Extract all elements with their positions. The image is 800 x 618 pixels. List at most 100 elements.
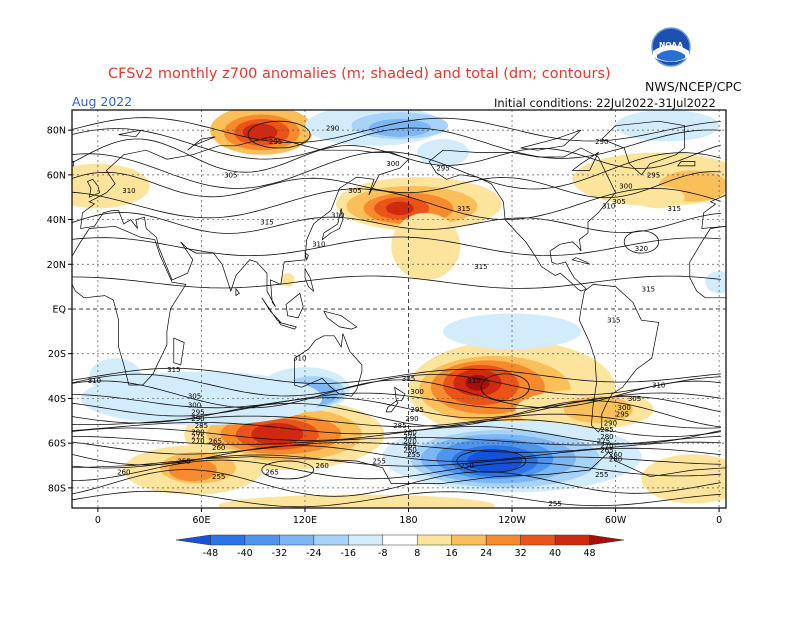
- contour-label: 260: [316, 462, 329, 470]
- colorbar-swatch: [348, 534, 384, 546]
- colorbar-swatch: [175, 534, 211, 546]
- anomaly-region: [705, 270, 726, 294]
- coastline: [701, 194, 726, 229]
- coastline: [72, 225, 187, 386]
- coastline: [394, 386, 406, 402]
- colorbar-label: -16: [341, 548, 357, 559]
- colorbar-swatch: [485, 534, 521, 546]
- colorbar-label: 48: [583, 548, 595, 559]
- contour-line: [72, 236, 721, 257]
- colorbar-swatch: [313, 534, 349, 546]
- anomaly-region: [641, 454, 726, 504]
- coastline: [520, 129, 582, 151]
- contour-label: 265: [404, 442, 417, 450]
- contour-label: 255: [548, 500, 561, 508]
- colorbar-swatch: [589, 534, 625, 546]
- coastline: [571, 257, 590, 265]
- coastline: [278, 321, 297, 330]
- lon-tick-label: 0: [95, 515, 101, 526]
- contour-label: 290: [604, 420, 617, 428]
- lon-tick-label: 0: [716, 515, 722, 526]
- contour-line: [72, 171, 721, 199]
- contour-label: 305: [188, 393, 201, 401]
- lat-tick-label: 80S: [48, 483, 66, 494]
- closed-contour: [480, 373, 530, 402]
- anomaly-region: [632, 186, 685, 209]
- colorbar-swatch: [520, 534, 556, 546]
- contour-label: 255: [407, 451, 420, 459]
- colorbar-swatch: [416, 534, 452, 546]
- contour-label: 300: [188, 402, 201, 410]
- contour-label: 280: [609, 455, 622, 463]
- anomaly-region: [391, 212, 461, 280]
- anomaly-region: [615, 110, 720, 142]
- contour-label: 255: [177, 458, 190, 466]
- contour-label: 315: [457, 205, 470, 213]
- coastline: [72, 451, 726, 508]
- coastline: [689, 225, 726, 299]
- contour-label: 315: [167, 366, 180, 374]
- contour-label: 260: [212, 444, 225, 452]
- lat-tick-label: 20S: [48, 349, 66, 360]
- contour-label: 310: [88, 377, 101, 385]
- anomaly-region: [465, 374, 490, 391]
- chart-title: CFSv2 monthly z700 anomalies (m; shaded)…: [108, 66, 611, 82]
- coastline: [72, 161, 75, 167]
- colorbar-label: 8: [414, 548, 420, 559]
- coastline: [187, 136, 216, 151]
- contour-label: 305: [612, 198, 625, 206]
- contour-label: 310: [293, 355, 306, 363]
- contour-label: 305: [402, 375, 415, 383]
- lon-tick-label: 120W: [498, 515, 526, 526]
- anomaly-region: [218, 494, 495, 508]
- contour-label: 275: [597, 437, 610, 445]
- contour-label: 265: [600, 446, 613, 454]
- contour-line: [72, 187, 721, 220]
- closed-contour: [261, 460, 314, 480]
- colorbar: -48 -40 -32 -24 -16 -8 8 16 24 32 40 48: [175, 534, 625, 559]
- contour-label: 285: [195, 422, 208, 430]
- anomaly-region: [417, 139, 469, 166]
- contour-label: 295: [616, 411, 629, 419]
- lon-tick-label: 60E: [192, 515, 210, 526]
- contour-label: 285: [393, 422, 406, 430]
- colorbar-swatch: [382, 534, 418, 546]
- lon-tick-label: 60W: [605, 515, 627, 526]
- contour-line: [72, 138, 721, 173]
- contour-line: [72, 441, 721, 455]
- coastline: [304, 252, 309, 261]
- contour-label: 275: [404, 433, 417, 441]
- coastline: [601, 120, 685, 176]
- colorbar-swatch: [554, 534, 590, 546]
- contour-line: [72, 413, 721, 429]
- anomaly-region: [386, 201, 414, 216]
- lat-tick-label: 40S: [48, 394, 66, 405]
- agency-label: NWS/NCEP/CPC: [645, 79, 742, 94]
- forecast-month: Aug 2022: [72, 94, 133, 109]
- coastline: [87, 178, 101, 198]
- contour-label: 310: [467, 377, 480, 385]
- lat-tick-label: 40N: [47, 215, 66, 226]
- contour-label: 290: [191, 415, 204, 423]
- logo-text: NOAA: [659, 41, 683, 50]
- colorbar-label: 24: [480, 548, 492, 559]
- coastline: [578, 284, 660, 433]
- contour-label: 305: [348, 187, 361, 195]
- contour-label: 255: [372, 458, 385, 466]
- lat-tick-label: 80N: [47, 126, 66, 137]
- contour-label: 295: [436, 165, 449, 173]
- contour-label: 295: [647, 171, 660, 179]
- lat-tick-label: 60N: [47, 170, 66, 181]
- anomaly-region: [368, 118, 431, 137]
- contour-label: 300: [410, 388, 423, 396]
- contour-label: 285: [600, 426, 613, 434]
- contour-label: 270: [600, 442, 613, 450]
- closed-contour: [623, 230, 660, 254]
- closed-contour: [247, 120, 311, 149]
- contour-label: 250: [460, 462, 473, 470]
- contour-label: 295: [269, 138, 282, 146]
- lon-tick-label: 120E: [293, 515, 317, 526]
- lat-lon-grid: [72, 110, 726, 508]
- initial-conditions: Initial conditions: 22Jul2022-31Jul2022: [494, 96, 716, 110]
- contour-line: [72, 151, 721, 190]
